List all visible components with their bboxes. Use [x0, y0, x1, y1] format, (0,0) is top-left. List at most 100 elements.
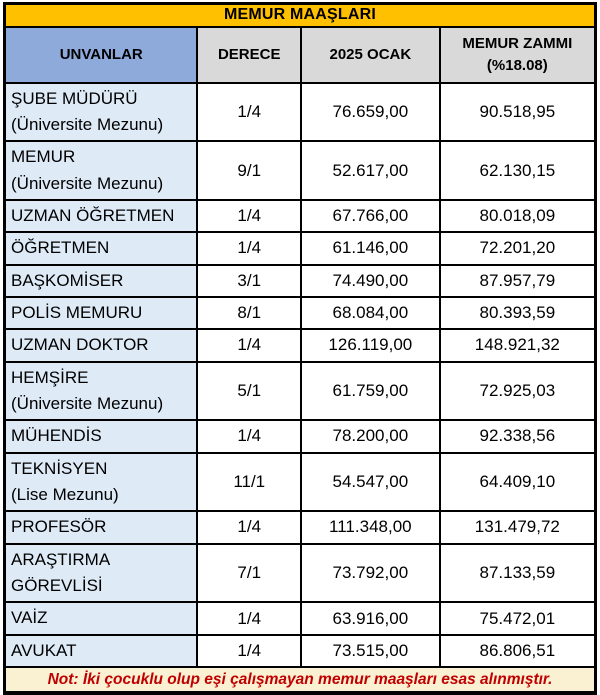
derece-cell: 1/4 [196, 198, 302, 234]
salary-table-sheet: MEMUR MAAŞLARI UNVANLAR DERECE 2025 OCAK… [3, 2, 597, 695]
unvan-label: AVUKAT [11, 640, 77, 660]
ocak-2025-cell: 61.759,00 [299, 360, 441, 422]
table-row: PROFESÖR 1/4 111.348,00 131.479,72 [3, 510, 597, 545]
col-header-unvanlar: UNVANLAR [3, 25, 199, 84]
zam-cell: 72.201,20 [438, 231, 597, 266]
derece-cell: 3/1 [196, 263, 302, 298]
unvan-label: VAİZ [11, 608, 48, 628]
unvan-cell: HEMŞİRE (Üniversite Mezunu) [3, 360, 199, 422]
unvan-sublabel: (Lise Mezunu) [11, 484, 119, 504]
unvan-label: UZMAN DOKTOR [11, 335, 149, 355]
unvan-cell: UZMAN DOKTOR [3, 328, 199, 363]
zam-cell: 75.472,01 [438, 601, 597, 636]
table-title: MEMUR MAAŞLARI [3, 2, 597, 28]
ocak-2025-cell: 68.084,00 [299, 295, 441, 331]
unvan-label: BAŞKOMİSER [11, 270, 124, 290]
salary-table-body: ŞUBE MÜDÜRÜ (Üniversite Mezunu) 1/4 76.6… [3, 81, 597, 669]
ocak-2025-cell: 73.515,00 [299, 633, 441, 669]
zam-cell: 62.130,15 [438, 140, 597, 201]
col-header-memur-zammi: MEMUR ZAMMI (%18.08) [438, 25, 597, 84]
zam-cell: 64.409,10 [438, 451, 597, 513]
zam-cell: 80.393,59 [438, 295, 597, 331]
zam-cell: 72.925,03 [438, 360, 597, 422]
table-row: UZMAN DOKTOR 1/4 126.119,00 148.921,32 [3, 328, 597, 363]
salary-table: MEMUR MAAŞLARI UNVANLAR DERECE 2025 OCAK… [3, 2, 597, 695]
ocak-2025-cell: 67.766,00 [299, 198, 441, 234]
table-row: AVUKAT 1/4 73.515,00 86.806,51 [3, 633, 597, 669]
ocak-2025-cell: 111.348,00 [299, 510, 441, 545]
derece-cell: 1/4 [196, 328, 302, 363]
unvan-label: UZMAN ÖĞRETMEN [11, 205, 175, 225]
unvan-cell: TEKNİSYEN (Lise Mezunu) [3, 451, 199, 513]
derece-cell: 7/1 [196, 542, 302, 604]
title-row: MEMUR MAAŞLARI [3, 2, 597, 28]
zam-cell: 131.479,72 [438, 510, 597, 545]
derece-cell: 1/4 [196, 419, 302, 454]
ocak-2025-cell: 61.146,00 [299, 231, 441, 266]
derece-cell: 1/4 [196, 601, 302, 636]
ocak-2025-cell: 78.200,00 [299, 419, 441, 454]
derece-cell: 11/1 [196, 451, 302, 513]
table-row: HEMŞİRE (Üniversite Mezunu) 5/1 61.759,0… [3, 360, 597, 422]
column-header-row: UNVANLAR DERECE 2025 OCAK MEMUR ZAMMI (%… [3, 25, 597, 84]
table-row: POLİS MEMURU 8/1 68.084,00 80.393,59 [3, 295, 597, 331]
derece-cell: 9/1 [196, 140, 302, 201]
unvan-cell: ÖĞRETMEN [3, 231, 199, 266]
footnote-row: Not: İki çocuklu olup eşi çalışmayan mem… [3, 666, 597, 695]
unvan-label: ÖĞRETMEN [11, 238, 110, 258]
unvan-label: MEMUR [11, 147, 76, 167]
unvan-label: MÜHENDİS [11, 426, 102, 446]
unvan-label: ARAŞTIRMA GÖREVLİSİ [11, 549, 110, 595]
unvan-cell: AVUKAT [3, 633, 199, 669]
table-row: MEMUR (Üniversite Mezunu) 9/1 52.617,00 … [3, 140, 597, 201]
ocak-2025-cell: 54.547,00 [299, 451, 441, 513]
col-header-memur-zammi-line1: MEMUR ZAMMI [462, 34, 573, 52]
zam-cell: 87.133,59 [438, 542, 597, 604]
zam-cell: 92.338,56 [438, 419, 597, 454]
table-row: ARAŞTIRMA GÖREVLİSİ 7/1 73.792,00 87.133… [3, 542, 597, 604]
derece-cell: 1/4 [196, 633, 302, 669]
unvan-sublabel: (Üniversite Mezunu) [11, 173, 164, 193]
unvan-label: PROFESÖR [11, 517, 107, 537]
derece-cell: 5/1 [196, 360, 302, 422]
unvan-cell: UZMAN ÖĞRETMEN [3, 198, 199, 234]
zam-cell: 86.806,51 [438, 633, 597, 669]
zam-cell: 80.018,09 [438, 198, 597, 234]
table-row: MÜHENDİS 1/4 78.200,00 92.338,56 [3, 419, 597, 454]
zam-cell: 87.957,79 [438, 263, 597, 298]
unvan-cell: MEMUR (Üniversite Mezunu) [3, 140, 199, 201]
unvan-sublabel: (Üniversite Mezunu) [11, 114, 164, 134]
table-row: ŞUBE MÜDÜRÜ (Üniversite Mezunu) 1/4 76.6… [3, 81, 597, 143]
col-header-derece: DERECE [196, 25, 302, 84]
ocak-2025-cell: 63.916,00 [299, 601, 441, 636]
ocak-2025-cell: 126.119,00 [299, 328, 441, 363]
col-header-2025-ocak: 2025 OCAK [299, 25, 441, 84]
ocak-2025-cell: 52.617,00 [299, 140, 441, 201]
unvan-cell: PROFESÖR [3, 510, 199, 545]
ocak-2025-cell: 73.792,00 [299, 542, 441, 604]
table-row: TEKNİSYEN (Lise Mezunu) 11/1 54.547,00 6… [3, 451, 597, 513]
col-header-memur-zammi-line2: (%18.08) [486, 56, 548, 74]
unvan-label: TEKNİSYEN [11, 458, 108, 478]
derece-cell: 8/1 [196, 295, 302, 331]
derece-cell: 1/4 [196, 231, 302, 266]
table-row: ÖĞRETMEN 1/4 61.146,00 72.201,20 [3, 231, 597, 266]
unvan-cell: VAİZ [3, 601, 199, 636]
unvan-label: ŞUBE MÜDÜRÜ [11, 88, 138, 108]
derece-cell: 1/4 [196, 510, 302, 545]
footnote: Not: İki çocuklu olup eşi çalışmayan mem… [3, 666, 597, 695]
unvan-cell: POLİS MEMURU [3, 295, 199, 331]
unvan-cell: BAŞKOMİSER [3, 263, 199, 298]
unvan-cell: MÜHENDİS [3, 419, 199, 454]
unvan-label: HEMŞİRE [11, 367, 89, 387]
ocak-2025-cell: 74.490,00 [299, 263, 441, 298]
unvan-sublabel: (Üniversite Mezunu) [11, 393, 164, 413]
table-row: BAŞKOMİSER 3/1 74.490,00 87.957,79 [3, 263, 597, 298]
table-row: UZMAN ÖĞRETMEN 1/4 67.766,00 80.018,09 [3, 198, 597, 234]
unvan-label: POLİS MEMURU [11, 302, 143, 322]
zam-cell: 148.921,32 [438, 328, 597, 363]
ocak-2025-cell: 76.659,00 [299, 81, 441, 143]
derece-cell: 1/4 [196, 81, 302, 143]
unvan-cell: ARAŞTIRMA GÖREVLİSİ [3, 542, 199, 604]
zam-cell: 90.518,95 [438, 81, 597, 143]
